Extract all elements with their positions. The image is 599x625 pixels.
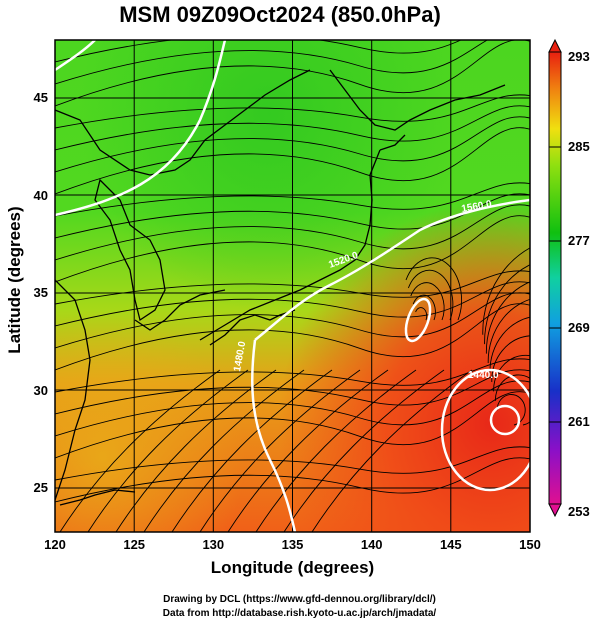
contour-label: 1440.0 — [468, 370, 499, 381]
plot-area: 1440.0 1480.0 1520.0 1560.0 — [55, 40, 530, 532]
streamline — [87, 369, 249, 532]
streamline — [496, 394, 526, 426]
streamline — [171, 369, 333, 532]
streamline — [55, 303, 530, 371]
colorbar-tick-label: 293 — [568, 49, 590, 64]
data-source-credit: Data from http://database.rish.kyoto-u.a… — [162, 608, 437, 619]
y-axis-label: Latitude (degrees) — [5, 206, 24, 354]
y-tick-label: 35 — [34, 285, 48, 300]
streamline — [143, 369, 305, 532]
streamline — [55, 204, 530, 261]
streamline — [493, 354, 530, 392]
streamline — [55, 270, 530, 305]
streamline — [283, 369, 445, 532]
x-tick-label: 135 — [282, 537, 304, 552]
colorbar-top-arrow — [548, 38, 562, 53]
contour-label: 1480.0 — [232, 340, 248, 372]
colorbar-tick-label: 269 — [568, 320, 590, 335]
streamline — [487, 298, 530, 364]
streamline — [482, 247, 530, 335]
streamline — [55, 105, 530, 151]
streamline — [115, 369, 277, 532]
streamline — [311, 369, 473, 532]
streamline — [55, 40, 462, 63]
colorbar-scale — [548, 51, 562, 505]
x-tick-label: 130 — [202, 537, 224, 552]
streamline — [255, 369, 417, 532]
colorbar-bottom-arrow — [548, 503, 562, 518]
grid — [55, 40, 530, 532]
plot-frame — [54, 39, 531, 533]
streamline — [55, 182, 530, 217]
streamline — [484, 264, 530, 345]
colorbar-tick-label: 261 — [568, 414, 590, 429]
wind-streamlines — [55, 40, 530, 532]
x-axis-label: Longitude (degrees) — [210, 558, 375, 577]
x-tick-label: 120 — [44, 537, 66, 552]
y-tick-labels: 25 30 35 40 45 — [34, 90, 48, 495]
streamline — [55, 193, 530, 239]
contour-label: 1560.0 — [461, 199, 493, 215]
streamline — [55, 281, 530, 327]
streamline — [55, 116, 530, 173]
streamline — [55, 94, 530, 129]
colorbar: 293 285 277 269 261 253 — [548, 38, 590, 519]
streamline — [485, 281, 530, 354]
colorbar-tick-label: 253 — [568, 504, 590, 519]
streamline — [55, 391, 530, 459]
y-tick-label: 30 — [34, 383, 48, 398]
drawing-credit: Drawing by DCL (https://www.gfd-dennou.o… — [163, 594, 436, 605]
colorbar-tick-label: 277 — [568, 233, 590, 248]
streamline — [410, 282, 445, 321]
chart-title: MSM 09Z09Oct2024 (850.0hPa) — [119, 2, 441, 27]
streamline — [55, 446, 530, 481]
x-tick-label: 145 — [440, 537, 462, 552]
streamline — [405, 257, 462, 321]
streamline — [407, 269, 454, 321]
geopotential-contours — [55, 40, 530, 532]
streamline — [489, 316, 530, 373]
streamline — [227, 369, 389, 532]
streamline — [494, 374, 530, 426]
y-tick-label: 45 — [34, 90, 48, 105]
x-tick-labels: 120 125 130 135 140 145 150 — [44, 537, 541, 552]
streamline — [199, 369, 361, 532]
x-tick-label: 150 — [519, 537, 541, 552]
y-tick-label: 25 — [34, 480, 48, 495]
streamline — [55, 358, 530, 393]
streamline — [491, 335, 530, 382]
streamline — [55, 127, 530, 195]
x-tick-label: 140 — [361, 537, 383, 552]
streamline — [55, 40, 530, 107]
streamline — [59, 369, 221, 532]
y-tick-label: 40 — [34, 188, 48, 203]
x-tick-label: 125 — [123, 537, 145, 552]
streamline — [55, 40, 58, 41]
streamline — [55, 380, 530, 437]
streamline — [55, 457, 530, 503]
streamline — [55, 215, 530, 283]
streamline — [415, 307, 428, 321]
colorbar-tick-label: 285 — [568, 139, 590, 154]
streamline — [412, 294, 436, 321]
